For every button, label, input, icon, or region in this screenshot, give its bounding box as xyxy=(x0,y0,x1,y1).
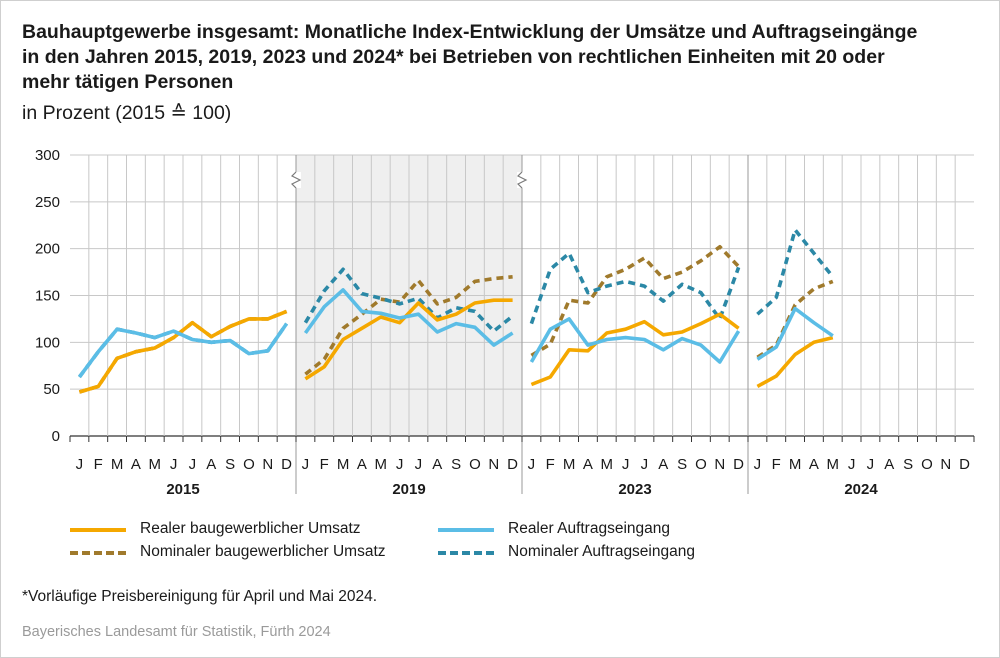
x-year-label: 2019 xyxy=(392,481,425,498)
x-month-label: F xyxy=(94,456,103,473)
x-month-label: J xyxy=(867,456,875,473)
x-month-label: J xyxy=(848,456,856,473)
y-tick-label: 50 xyxy=(43,381,60,398)
x-month-label: F xyxy=(772,456,781,473)
x-month-label: S xyxy=(903,456,913,473)
x-month-label: M xyxy=(601,456,614,473)
x-month-label: O xyxy=(921,456,933,473)
x-month-label: M xyxy=(337,456,350,473)
x-month-label: J xyxy=(189,456,197,473)
series-line-1-year-2024 xyxy=(756,335,834,388)
footnote: *Vorläufige Preisbereinigung für April u… xyxy=(22,588,378,605)
series-line-1-year-2023 xyxy=(530,312,740,387)
x-month-label: S xyxy=(677,456,687,473)
series-line-4-year-2019 xyxy=(303,267,514,333)
x-month-label: J xyxy=(396,456,404,473)
axis-break-icon xyxy=(290,171,302,189)
legend-label-nominal-auftrag: Nominaler Auftragseingang xyxy=(508,543,695,560)
x-month-label: J xyxy=(170,456,178,473)
chart-subtitle: in Prozent (2015 ≙ 100) xyxy=(22,102,232,124)
chart-title: Bauhauptgewerbe insgesamt: Monatliche In… xyxy=(22,21,918,93)
y-tick-label: 0 xyxy=(52,428,60,445)
x-month-label: D xyxy=(507,456,518,473)
x-month-label: N xyxy=(262,456,273,473)
x-month-label: S xyxy=(451,456,461,473)
series-line-1-year-2019 xyxy=(304,298,513,381)
x-month-label: M xyxy=(789,456,802,473)
x-month-label: M xyxy=(827,456,840,473)
x-month-label: J xyxy=(622,456,630,473)
x-month-label: F xyxy=(320,456,329,473)
x-month-label: N xyxy=(488,456,499,473)
source-note: Bayerisches Landesamt für Statistik, Für… xyxy=(22,624,331,640)
x-month-label: A xyxy=(884,456,894,473)
x-year-label: 2015 xyxy=(166,481,199,498)
legend-label-real-auftrag: Realer Auftragseingang xyxy=(508,520,671,537)
series-line-3-year-2015 xyxy=(77,322,289,379)
x-month-label: F xyxy=(546,456,555,473)
y-tick-label: 200 xyxy=(35,241,60,258)
y-tick-label: 100 xyxy=(35,334,60,351)
axis-break-gap xyxy=(517,172,527,188)
x-month-label: A xyxy=(583,456,593,473)
legend-swatch-nominal-auftrag xyxy=(438,551,494,555)
x-month-label: A xyxy=(432,456,442,473)
series-line-1-year-2015 xyxy=(78,309,288,394)
x-month-label: J xyxy=(415,456,423,473)
x-month-label: N xyxy=(940,456,951,473)
series-line-2-year-2019 xyxy=(304,275,513,376)
x-month-label: J xyxy=(754,456,762,473)
series-line-3-year-2023 xyxy=(529,317,741,364)
x-month-label: A xyxy=(809,456,819,473)
series-line-4-year-2024 xyxy=(756,228,835,316)
x-month-label: A xyxy=(357,456,367,473)
x-month-label: A xyxy=(131,456,141,473)
axis-break-icon xyxy=(516,171,528,189)
y-tick-label: 300 xyxy=(35,147,60,164)
series-line-2-year-2024 xyxy=(756,279,834,359)
x-month-label: D xyxy=(733,456,744,473)
legend-swatch-real-umsatz xyxy=(70,528,126,532)
x-month-label: J xyxy=(641,456,649,473)
x-month-label: A xyxy=(658,456,668,473)
x-month-label: M xyxy=(111,456,124,473)
legend-swatch-real-auftrag xyxy=(438,528,494,532)
x-month-label: D xyxy=(959,456,970,473)
series-line-3-year-2024 xyxy=(756,306,834,361)
legend-label-nominal-umsatz: Nominaler baugewerblicher Umsatz xyxy=(140,543,386,560)
x-month-label: A xyxy=(206,456,216,473)
x-month-label: M xyxy=(375,456,388,473)
x-month-label: J xyxy=(302,456,310,473)
x-month-label: J xyxy=(528,456,536,473)
x-year-label: 2024 xyxy=(844,481,878,498)
x-month-label: M xyxy=(563,456,576,473)
x-month-label: J xyxy=(76,456,84,473)
x-year-label: 2023 xyxy=(618,481,651,498)
legend: Realer baugewerblicher Umsatz Nominaler … xyxy=(70,518,970,568)
x-month-label: O xyxy=(469,456,481,473)
x-month-label: O xyxy=(695,456,707,473)
x-month-label: M xyxy=(149,456,162,473)
y-tick-label: 150 xyxy=(35,288,60,305)
series-line-4-year-2023 xyxy=(529,251,741,325)
legend-label-real-umsatz: Realer baugewerblicher Umsatz xyxy=(140,520,361,537)
axis-break-gap xyxy=(291,172,301,188)
x-month-label: O xyxy=(243,456,255,473)
x-month-label: S xyxy=(225,456,235,473)
y-tick-label: 250 xyxy=(35,194,60,211)
series-line-3-year-2019 xyxy=(303,288,514,347)
legend-swatch-nominal-umsatz xyxy=(70,551,126,555)
x-month-label: D xyxy=(281,456,292,473)
x-month-label: N xyxy=(714,456,725,473)
series-line-2-year-2023 xyxy=(530,245,740,357)
